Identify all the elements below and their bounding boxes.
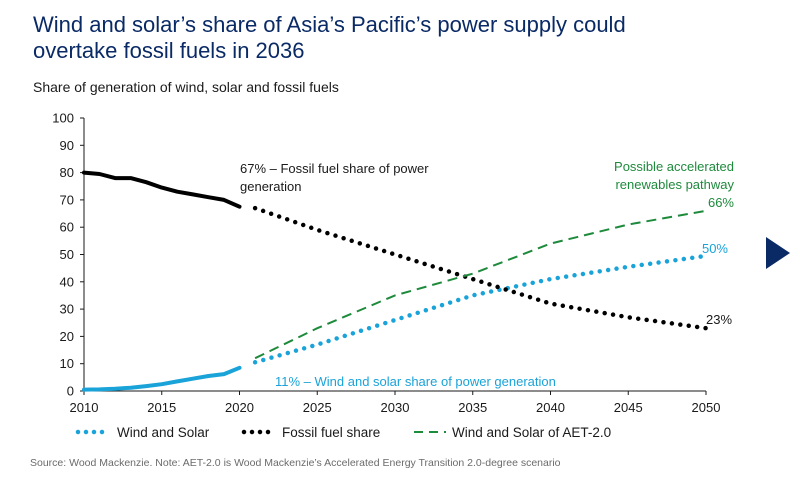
legend-aet-label: Wind and Solar of AET-2.0 — [452, 425, 611, 440]
annotations: 67% – Fossil fuel share of power generat… — [240, 159, 734, 389]
fossil-annotation-line-1: 67% – Fossil fuel share of power — [240, 161, 429, 176]
x-tick-label: 2020 — [225, 400, 254, 415]
y-tick-label: 100 — [52, 111, 74, 126]
y-tick-label: 60 — [60, 220, 74, 235]
legend-item-fossil: Fossil fuel share — [241, 425, 380, 440]
fossil-end-label: 23% — [706, 312, 732, 327]
y-tick-label: 80 — [60, 165, 74, 180]
y-tick-label: 40 — [60, 274, 74, 289]
right-triangle-arrow-icon[interactable] — [766, 237, 790, 269]
y-tick-label: 10 — [60, 356, 74, 371]
legend-fossil-label: Fossil fuel share — [282, 425, 380, 440]
wind-solar-historical-line — [82, 365, 242, 392]
series-layer — [82, 170, 709, 392]
y-tick-label: 20 — [60, 329, 74, 344]
x-tick-label: 2040 — [536, 400, 565, 415]
y-tick-label: 90 — [60, 138, 74, 153]
legend-wind-solar-label: Wind and Solar — [117, 425, 210, 440]
x-tick-label: 2015 — [147, 400, 176, 415]
fossil-historical-line — [82, 170, 242, 209]
wind-solar-annotation: 11% – Wind and solar share of power gene… — [275, 374, 556, 389]
fossil-annotation-line-2: generation — [240, 179, 301, 194]
x-tick-label: 2010 — [70, 400, 99, 415]
chart-title: Wind and solar’s share of Asia’s Pacific… — [33, 12, 733, 64]
fossil-forecast-line — [252, 205, 709, 331]
y-tick-label: 70 — [60, 192, 74, 207]
source-note: Source: Wood Mackenzie. Note: AET-2.0 is… — [30, 457, 561, 469]
y-tick-label: 50 — [60, 247, 74, 262]
legend-item-aet: Wind and Solar of AET-2.0 — [414, 425, 611, 440]
y-tick-label: 30 — [60, 302, 74, 317]
chart-title-line-2: overtake fossil fuels in 2036 — [33, 38, 305, 63]
aet-annotation-line-2: renewables pathway — [615, 177, 734, 192]
aet-forecast-line — [254, 209, 707, 360]
x-tick-label: 2035 — [458, 400, 487, 415]
chart-title-line-1: Wind and solar’s share of Asia’s Pacific… — [33, 12, 626, 37]
x-tick-labels: 2010 2015 2020 2025 2030 2035 2040 2045 2050 — [70, 391, 721, 415]
legend: Wind and Solar Fossil fuel share Wind an… — [75, 425, 611, 440]
x-tick-label: 2050 — [692, 400, 721, 415]
y-tick-label: 0 — [67, 384, 74, 399]
axes — [83, 118, 706, 392]
aet-annotation-line-1: Possible accelerated — [614, 159, 734, 174]
legend-item-wind-solar: Wind and Solar — [75, 425, 210, 440]
x-tick-label: 2045 — [614, 400, 643, 415]
x-tick-label: 2030 — [381, 400, 410, 415]
wind-solar-end-label: 50% — [702, 241, 728, 256]
wind-solar-forecast-line — [252, 253, 709, 365]
chart-subtitle: Share of generation of wind, solar and f… — [33, 79, 339, 95]
aet-end-label: 66% — [708, 195, 734, 210]
y-tick-labels: 0 10 20 30 40 50 60 70 80 90 100 — [52, 111, 84, 399]
x-tick-label: 2025 — [303, 400, 332, 415]
